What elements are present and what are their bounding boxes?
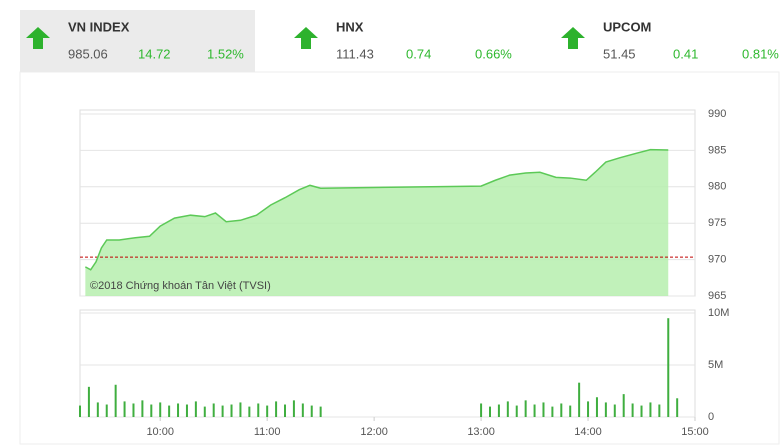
y-tick-label: 990 bbox=[708, 108, 726, 120]
volume-bar bbox=[301, 403, 304, 417]
x-tick-label: 10:00 bbox=[146, 426, 174, 438]
volume-bar bbox=[480, 403, 483, 417]
tab[interactable]: HNX 111.43 0.74 0.66% bbox=[294, 19, 512, 61]
up-arrow bbox=[561, 27, 585, 49]
index-percent: 0.66% bbox=[475, 46, 512, 61]
volume-bar bbox=[497, 404, 500, 417]
index-name: VN INDEX bbox=[68, 19, 130, 34]
index-change: 0.74 bbox=[406, 46, 431, 61]
volume-bar bbox=[275, 401, 278, 417]
volume-bar bbox=[551, 406, 554, 417]
volume-plot-frame bbox=[79, 309, 696, 418]
volume-bar bbox=[640, 405, 643, 417]
volume-bar bbox=[515, 405, 518, 417]
volume-bar bbox=[658, 404, 661, 417]
volume-bar bbox=[578, 382, 581, 417]
volume-bar bbox=[587, 401, 590, 417]
y-tick-label: 10M bbox=[708, 307, 729, 319]
volume-bar bbox=[595, 397, 598, 417]
volume-bar bbox=[239, 402, 242, 417]
x-tick-label: 12:00 bbox=[360, 426, 388, 438]
index-value: 985.06 bbox=[68, 46, 108, 61]
volume-bar bbox=[185, 404, 188, 417]
volume-bar bbox=[150, 404, 153, 417]
volume-bar bbox=[569, 405, 572, 417]
volume-bar bbox=[676, 398, 679, 417]
y-tick-label: 980 bbox=[708, 181, 726, 193]
volume-bar bbox=[604, 402, 607, 417]
volume-bar bbox=[631, 403, 634, 417]
volume-bar bbox=[319, 406, 322, 417]
up-arrow bbox=[294, 27, 318, 49]
volume-bar bbox=[203, 406, 206, 417]
volume-bar bbox=[257, 403, 260, 417]
volume-bar bbox=[230, 404, 233, 417]
volume-bar bbox=[105, 404, 108, 417]
price-line bbox=[84, 148, 669, 271]
index-percent: 0.81% bbox=[742, 46, 779, 61]
volume-bar bbox=[649, 402, 652, 417]
volume-bar bbox=[489, 406, 491, 417]
volume-bar bbox=[560, 403, 563, 417]
x-tick-label: 13:00 bbox=[467, 426, 495, 438]
y-tick-label: 985 bbox=[708, 144, 726, 156]
volume-bar bbox=[613, 404, 616, 417]
volume-bar bbox=[248, 406, 251, 417]
index-name: HNX bbox=[336, 19, 364, 34]
index-change: 0.41 bbox=[673, 46, 698, 61]
volume-bar bbox=[132, 403, 135, 417]
y-tick-label: 975 bbox=[708, 217, 726, 229]
up-arrow bbox=[26, 27, 50, 49]
x-tick-label: 11:00 bbox=[254, 426, 281, 438]
active-tab[interactable] bbox=[20, 10, 255, 72]
volume-bar bbox=[622, 394, 625, 417]
index-change: 14.72 bbox=[138, 46, 171, 61]
volume-bar bbox=[266, 405, 269, 417]
copyright: ©2018 Chứng khoán Tân Việt (TVSI) bbox=[90, 280, 271, 292]
volume-bar bbox=[667, 318, 670, 417]
tab[interactable]: VN INDEX 985.06 14.72 1.52% bbox=[26, 19, 244, 61]
volume-bar bbox=[533, 404, 536, 417]
volume-bar bbox=[123, 401, 126, 417]
x-tick-label: 14:00 bbox=[574, 426, 602, 438]
volume-bar bbox=[79, 405, 81, 417]
volume-bar bbox=[168, 405, 171, 417]
volume-bar bbox=[542, 402, 545, 417]
volume-bar bbox=[221, 405, 224, 417]
index-value: 51.45 bbox=[603, 46, 636, 61]
y-tick-label: 970 bbox=[708, 254, 726, 266]
index-value: 111.43 bbox=[336, 46, 374, 61]
x-tick-label: 15:00 bbox=[681, 426, 709, 438]
volume-bar bbox=[524, 400, 527, 417]
volume-bar bbox=[159, 402, 162, 417]
tab[interactable]: UPCOM 51.45 0.41 0.81% bbox=[561, 19, 779, 61]
y-tick-label: 5M bbox=[708, 359, 723, 371]
volume-bar bbox=[194, 401, 197, 417]
index-percent: 1.52% bbox=[207, 46, 244, 61]
volume-bar bbox=[506, 401, 509, 417]
volume-bar bbox=[177, 403, 180, 417]
index-name: UPCOM bbox=[603, 19, 651, 34]
volume-bar bbox=[87, 386, 90, 417]
y-tick-label: 965 bbox=[708, 290, 726, 302]
volume-bar bbox=[96, 402, 99, 417]
volume-bar bbox=[212, 403, 215, 417]
volume-bar bbox=[114, 384, 117, 417]
volume-bar bbox=[292, 400, 295, 417]
price-area bbox=[85, 149, 669, 296]
volume-bar bbox=[310, 405, 313, 417]
volume-bar bbox=[284, 404, 286, 417]
volume-bar bbox=[141, 400, 144, 417]
y-tick-label: 0 bbox=[708, 411, 714, 423]
chart-frame bbox=[19, 71, 780, 445]
